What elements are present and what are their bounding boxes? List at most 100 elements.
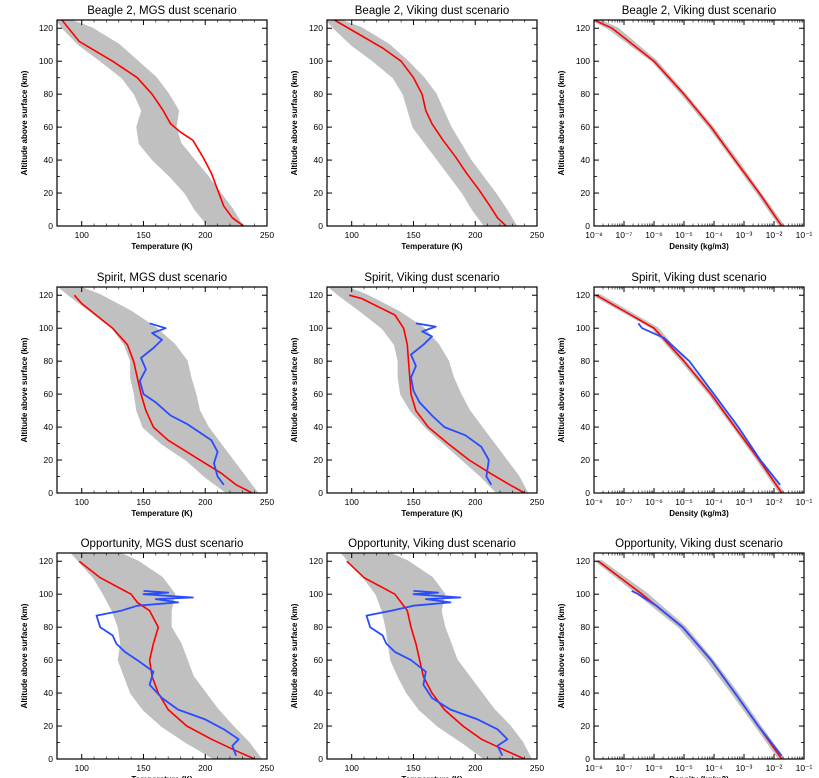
y-tick-label: 100: [309, 56, 323, 66]
y-tick-label: 100: [39, 589, 53, 599]
spread-band: [70, 553, 262, 759]
y-tick-label: 60: [581, 655, 591, 665]
y-tick-label: 60: [314, 122, 324, 132]
y-tick-label: 0: [318, 221, 323, 231]
y-tick-label: 80: [314, 89, 324, 99]
x-tick-label: 100: [75, 230, 89, 240]
y-tick-label: 100: [39, 56, 53, 66]
measured-profile-line: [138, 322, 225, 486]
plot-area: [595, 560, 785, 759]
chart-title: Beagle 2, Viking dust scenario: [355, 5, 510, 17]
x-tick-label: 100: [75, 497, 89, 507]
spread-band: [57, 20, 244, 226]
measured-profile-line: [95, 590, 240, 757]
y-tick-label: 0: [48, 221, 53, 231]
y-tick-label: 60: [44, 122, 54, 132]
y-tick-label: 0: [585, 754, 590, 764]
y-tick-label: 40: [44, 155, 54, 165]
model-profile-line: [61, 20, 244, 226]
y-tick-label: 20: [581, 188, 591, 198]
axes-frame: [326, 286, 538, 494]
y-tick-label: 100: [39, 323, 53, 333]
y-tick-label: 120: [39, 290, 53, 300]
axes-frame: [56, 552, 268, 760]
y-tick-label: 80: [581, 356, 591, 366]
y-tick-label: 100: [576, 589, 590, 599]
x-tick-label: 10⁻⁸: [585, 230, 603, 240]
y-axis-label: Altitude above surface (km): [290, 603, 299, 708]
y-tick-label: 60: [44, 655, 54, 665]
x-tick-label: 200: [198, 497, 212, 507]
chart-title: Spirit, MGS dust scenario: [97, 272, 227, 284]
x-tick-label: 150: [136, 497, 150, 507]
y-tick-label: 100: [576, 323, 590, 333]
y-tick-label: 40: [314, 422, 324, 432]
x-tick-label: 250: [260, 763, 274, 773]
x-tick-label: 10⁻⁴: [705, 230, 723, 240]
y-axis-label: Altitude above surface (km): [557, 337, 566, 442]
y-tick-label: 120: [39, 23, 53, 33]
spread-band: [58, 287, 259, 493]
x-tick-label: 10⁻⁴: [705, 763, 723, 773]
x-tick-label: 10⁻³: [736, 763, 753, 773]
x-tick-label: 100: [345, 497, 359, 507]
x-tick-label: 10⁻³: [736, 497, 753, 507]
x-tick-label: 10⁻²: [766, 497, 783, 507]
x-tick-label: 250: [260, 230, 274, 240]
model-profile-line: [596, 294, 783, 493]
chart-title: Spirit, Viking dust scenario: [364, 272, 499, 284]
x-tick-label: 10⁻¹: [796, 230, 813, 240]
x-tick-label: 10⁻⁵: [675, 497, 692, 507]
x-tick-label: 200: [468, 497, 482, 507]
model-profile-line: [346, 560, 525, 759]
x-axis-label: Temperature (K): [401, 509, 463, 518]
x-axis-label: Temperature (K): [131, 242, 193, 251]
x-tick-label: 10⁻⁵: [675, 230, 692, 240]
panel-4: 0 20 40 60 80 100 120 100 150 200 250 Spirit, MGS d…: [20, 272, 274, 518]
chart-title: Beagle 2, MGS dust scenario: [87, 5, 237, 17]
x-tick-label: 10⁻⁶: [645, 763, 662, 773]
model-profile-line: [594, 20, 783, 226]
y-tick-label: 20: [314, 721, 324, 731]
y-tick-label: 80: [314, 622, 324, 632]
y-axis-label: Altitude above surface (km): [20, 337, 29, 442]
y-tick-label: 120: [39, 556, 53, 566]
y-tick-label: 80: [581, 622, 591, 632]
x-tick-label: 200: [198, 230, 212, 240]
panel-5: 0 20 40 60 80 100 120 100 150 200 250 Spirit, Vikin…: [290, 272, 544, 518]
y-axis-label: Altitude above surface (km): [20, 603, 29, 708]
y-tick-label: 60: [581, 389, 591, 399]
y-axis-label: Altitude above surface (km): [557, 603, 566, 708]
spread-band: [594, 294, 785, 493]
plot-area: [57, 20, 244, 226]
x-tick-label: 250: [530, 497, 544, 507]
model-profile-line: [348, 294, 525, 493]
y-tick-label: 100: [309, 323, 323, 333]
y-tick-label: 100: [309, 589, 323, 599]
x-tick-label: 200: [468, 763, 482, 773]
y-tick-label: 40: [581, 155, 591, 165]
y-tick-label: 0: [585, 221, 590, 231]
spread-band: [340, 553, 532, 759]
y-tick-label: 20: [314, 188, 324, 198]
x-tick-label: 10⁻²: [766, 230, 783, 240]
y-tick-label: 80: [44, 356, 54, 366]
chart-title: Beagle 2, Viking dust scenario: [622, 5, 777, 17]
y-tick-label: 0: [48, 488, 53, 498]
x-axis-label: Temperature (K): [131, 509, 193, 518]
x-tick-label: 10⁻¹: [796, 497, 813, 507]
x-tick-label: 150: [406, 763, 420, 773]
spread-band: [595, 560, 785, 759]
y-tick-label: 40: [314, 155, 324, 165]
y-tick-label: 20: [581, 721, 591, 731]
chart-title: Opportunity, Viking dust scenario: [348, 538, 516, 550]
x-tick-label: 150: [406, 230, 420, 240]
x-axis-label: Density (kg/m3): [669, 775, 729, 778]
x-tick-label: 10⁻⁷: [615, 497, 632, 507]
measured-profile-line: [410, 322, 493, 486]
y-tick-label: 80: [44, 89, 54, 99]
y-tick-label: 20: [314, 455, 324, 465]
axes-frame: [56, 286, 268, 494]
y-axis-label: Altitude above surface (km): [290, 337, 299, 442]
y-tick-label: 120: [309, 23, 323, 33]
